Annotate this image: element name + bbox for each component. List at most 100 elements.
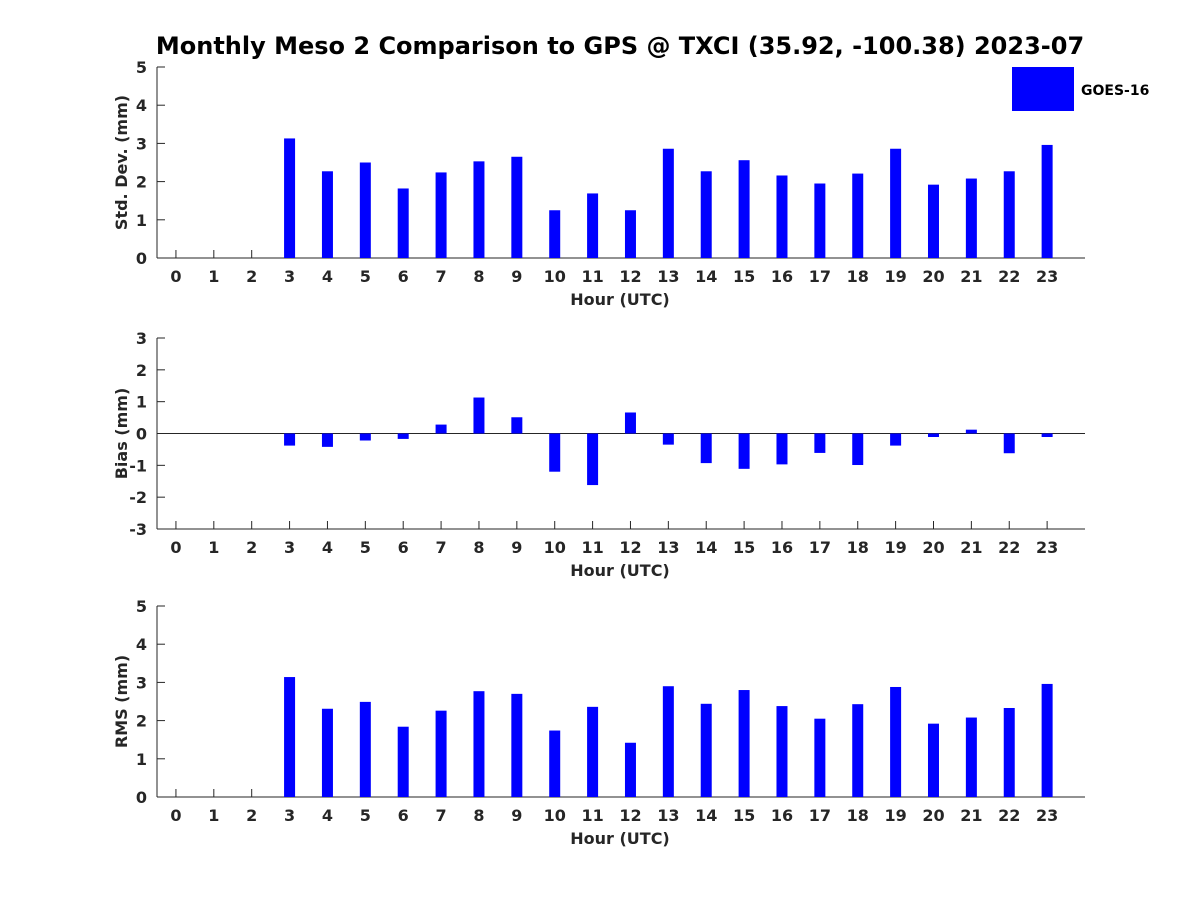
bar-hour-13 (662, 148, 674, 258)
x-tick-label: 21 (960, 538, 982, 557)
x-tick-label: 1 (208, 806, 219, 825)
x-tick-label: 13 (657, 538, 679, 557)
x-tick-label: 5 (360, 538, 371, 557)
bar-hour-17 (814, 718, 826, 797)
x-tick-label: 7 (436, 538, 447, 557)
x-tick-label: 22 (998, 538, 1020, 557)
bar-hour-6 (397, 433, 409, 439)
x-tick-label: 0 (170, 806, 181, 825)
x-tick-label: 3 (284, 806, 295, 825)
x-tick-label: 14 (695, 538, 717, 557)
x-tick-label: 12 (619, 267, 641, 286)
x-tick-label: 6 (398, 806, 409, 825)
x-tick-label: 9 (511, 267, 522, 286)
y-tick-label: 5 (136, 58, 147, 77)
y-tick-label: 3 (136, 673, 147, 692)
bar-hour-4 (321, 171, 333, 258)
x-tick-label: 21 (960, 806, 982, 825)
bar-hour-7 (435, 710, 447, 797)
bar-hour-9 (511, 693, 523, 797)
y-tick-label: 3 (136, 134, 147, 153)
y-tick-label: 1 (136, 211, 147, 230)
y-tick-label: -3 (129, 520, 147, 539)
x-tick-label: 11 (581, 538, 603, 557)
y-tick-label: -2 (129, 488, 147, 507)
x-tick-label: 15 (733, 806, 755, 825)
x-tick-label: 0 (170, 538, 181, 557)
x-tick-label: 20 (922, 806, 944, 825)
y-tick-label: 2 (136, 712, 147, 731)
x-tick-label: 23 (1036, 267, 1058, 286)
y-axis-label: RMS (mm) (112, 655, 131, 748)
legend-swatch (1012, 67, 1074, 111)
x-tick-label: 6 (398, 267, 409, 286)
bar-hour-11 (587, 433, 599, 486)
bar-hour-21 (965, 429, 977, 434)
bar-hour-16 (776, 175, 788, 258)
bar-hour-22 (1003, 433, 1015, 454)
y-tick-label: -1 (129, 456, 147, 475)
x-tick-label: 7 (436, 267, 447, 286)
x-tick-label: 14 (695, 267, 717, 286)
y-tick-label: 2 (136, 361, 147, 380)
bar-hour-5 (359, 433, 371, 441)
bar-hour-12 (624, 412, 636, 434)
x-tick-label: 23 (1036, 806, 1058, 825)
bar-hour-14 (700, 703, 712, 797)
x-tick-label: 13 (657, 806, 679, 825)
x-tick-label: 2 (246, 538, 257, 557)
bar-hour-17 (814, 183, 826, 258)
x-tick-label: 9 (511, 538, 522, 557)
bar-hour-20 (927, 184, 939, 258)
y-tick-label: 4 (136, 635, 147, 654)
bar-hour-13 (662, 433, 674, 445)
x-tick-label: 12 (619, 806, 641, 825)
bar-hour-18 (852, 173, 864, 258)
bar-hour-19 (890, 148, 902, 258)
bar-hour-5 (359, 701, 371, 797)
x-tick-label: 20 (922, 267, 944, 286)
y-tick-label: 0 (136, 425, 147, 444)
x-tick-label: 14 (695, 806, 717, 825)
x-tick-label: 10 (544, 806, 566, 825)
x-tick-label: 18 (847, 538, 869, 557)
bar-hour-10 (549, 210, 561, 258)
x-tick-label: 19 (884, 538, 906, 557)
y-tick-label: 3 (136, 329, 147, 348)
x-tick-label: 5 (360, 267, 371, 286)
x-tick-label: 1 (208, 267, 219, 286)
x-tick-label: 8 (473, 806, 484, 825)
x-tick-label: 4 (322, 806, 333, 825)
x-axis-label: Hour (UTC) (570, 561, 670, 580)
y-axis-label: Std. Dev. (mm) (112, 95, 131, 230)
bar-hour-14 (700, 433, 712, 464)
x-tick-label: 1 (208, 538, 219, 557)
x-tick-label: 4 (322, 538, 333, 557)
x-tick-label: 10 (544, 267, 566, 286)
bar-hour-13 (662, 686, 674, 797)
bar-hour-10 (549, 433, 561, 472)
bar-hour-8 (473, 691, 485, 797)
x-tick-label: 20 (922, 538, 944, 557)
x-tick-label: 5 (360, 806, 371, 825)
bar-hour-5 (359, 162, 371, 258)
x-tick-label: 15 (733, 267, 755, 286)
bar-hour-4 (321, 708, 333, 797)
x-tick-label: 18 (847, 806, 869, 825)
x-tick-label: 11 (581, 806, 603, 825)
x-tick-label: 13 (657, 267, 679, 286)
bar-hour-8 (473, 161, 485, 258)
bar-hour-6 (397, 188, 409, 258)
x-tick-label: 0 (170, 267, 181, 286)
bar-hour-9 (511, 417, 523, 434)
bar-hour-22 (1003, 707, 1015, 797)
bar-hour-22 (1003, 171, 1015, 258)
x-tick-label: 7 (436, 806, 447, 825)
bar-hour-3 (284, 433, 296, 446)
bar-hour-4 (321, 433, 333, 447)
bar-hour-14 (700, 171, 712, 258)
